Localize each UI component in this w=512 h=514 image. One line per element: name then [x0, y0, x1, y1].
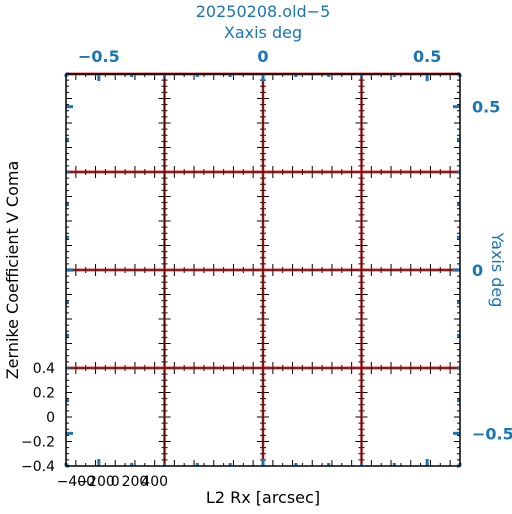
top-axis-tick-labels: −0.5 0 0.5 [78, 47, 441, 66]
top-axis-tick-label: 0.5 [413, 47, 441, 66]
top-axis-tick-label: −0.5 [78, 47, 120, 66]
top-axis-tick-label: 0 [257, 47, 268, 66]
left-axis-label: Zernike Coefficient V Coma [3, 161, 22, 380]
left-axis-tick-label: −0.2 [21, 435, 55, 451]
bottom-axis-label: L2 Rx [arcsec] [206, 488, 320, 507]
left-axis-tick-label: 0.4 [33, 361, 55, 377]
right-axis-tick-label: −0.5 [472, 424, 512, 443]
bottom-axis-tick-label: 0 [111, 474, 120, 490]
left-axis-tick-label: −0.4 [21, 459, 55, 475]
left-axis-tick-labels: 0.4 0.2 0 −0.2 −0.4 [21, 361, 55, 475]
bottom-axis-tick-label: 400 [141, 474, 168, 490]
left-axis-tick-label: 0 [46, 410, 55, 426]
plot-frame [65, 73, 461, 467]
bottom-axis-tick-label: 200 [122, 474, 149, 490]
right-axis-tick-labels: 0.5 0 −0.5 [472, 98, 512, 444]
right-axis-tick-label: 0 [472, 261, 483, 280]
left-axis-tick-label: 0.2 [33, 386, 55, 402]
chart-title: 20250208.old−5 [196, 2, 331, 21]
bottom-axis-tick-label: −200 [76, 474, 114, 490]
top-axis-label: Xaxis deg [224, 23, 302, 42]
right-axis-tick-label: 0.5 [472, 98, 500, 117]
right-axis-label: Yaxis deg [488, 232, 507, 308]
bottom-axis-tick-label: −400 [57, 474, 95, 490]
